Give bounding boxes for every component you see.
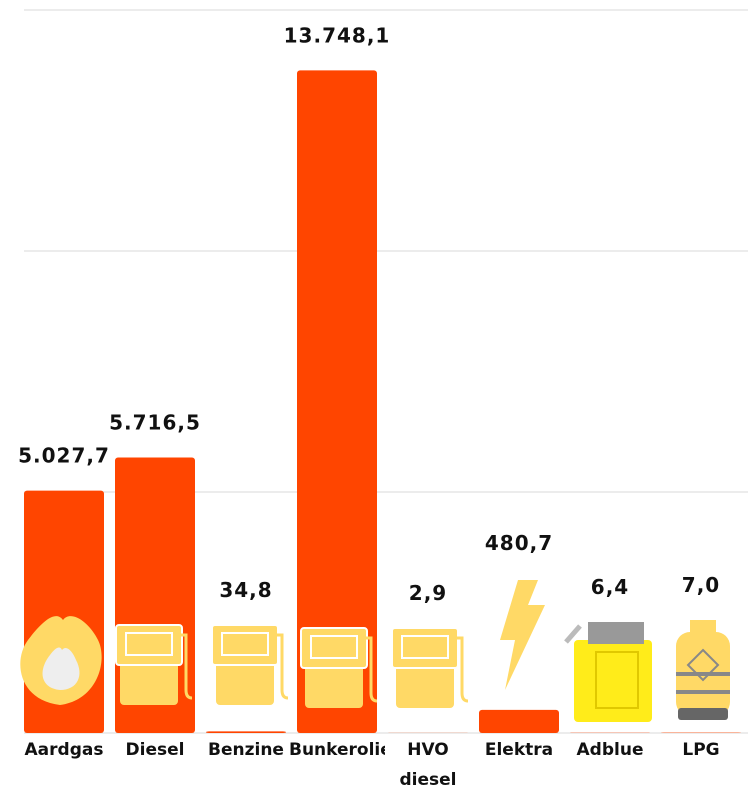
value-label: 13.748,1 (284, 23, 391, 47)
value-label: 5.027,7 (18, 444, 110, 468)
x-tick-label-box: Benzine (208, 740, 284, 760)
x-tick-label: Adblue (576, 740, 644, 760)
value-label: 2,9 (409, 581, 447, 605)
x-tick-label-box: HVO diesel (399, 740, 457, 790)
x-tick-label-box: Diesel (125, 740, 185, 760)
x-tick-label: Bunkerolie (289, 740, 385, 760)
value-label: 5.716,5 (109, 410, 201, 434)
jerrycan-icon (564, 622, 652, 722)
x-tick-label-box: Aardgas (24, 740, 104, 760)
x-tick-label: Elektra (484, 740, 554, 760)
x-tick-label-box: Bunkerolie (289, 740, 385, 760)
x-tick-label: Diesel (125, 740, 185, 760)
x-tick-label: Aardgas (24, 740, 104, 760)
x-tick-label: LPG (682, 740, 720, 760)
bar (297, 70, 377, 734)
value-label: 7,0 (682, 573, 720, 597)
icons (20, 580, 730, 722)
x-tick-label-box: Elektra (484, 740, 554, 760)
value-label: 34,8 (219, 578, 272, 602)
x-tick-label: Benzine (208, 740, 284, 760)
x-tick-label-box: Adblue (576, 740, 644, 760)
x-tick-label-box: LPG (682, 740, 720, 760)
bar (479, 709, 559, 733)
value-label: 480,7 (485, 531, 553, 555)
bar (206, 731, 286, 733)
gas-bottle-icon (676, 620, 730, 720)
x-tick-label: HVO diesel (399, 740, 457, 790)
value-label: 6,4 (591, 575, 629, 599)
